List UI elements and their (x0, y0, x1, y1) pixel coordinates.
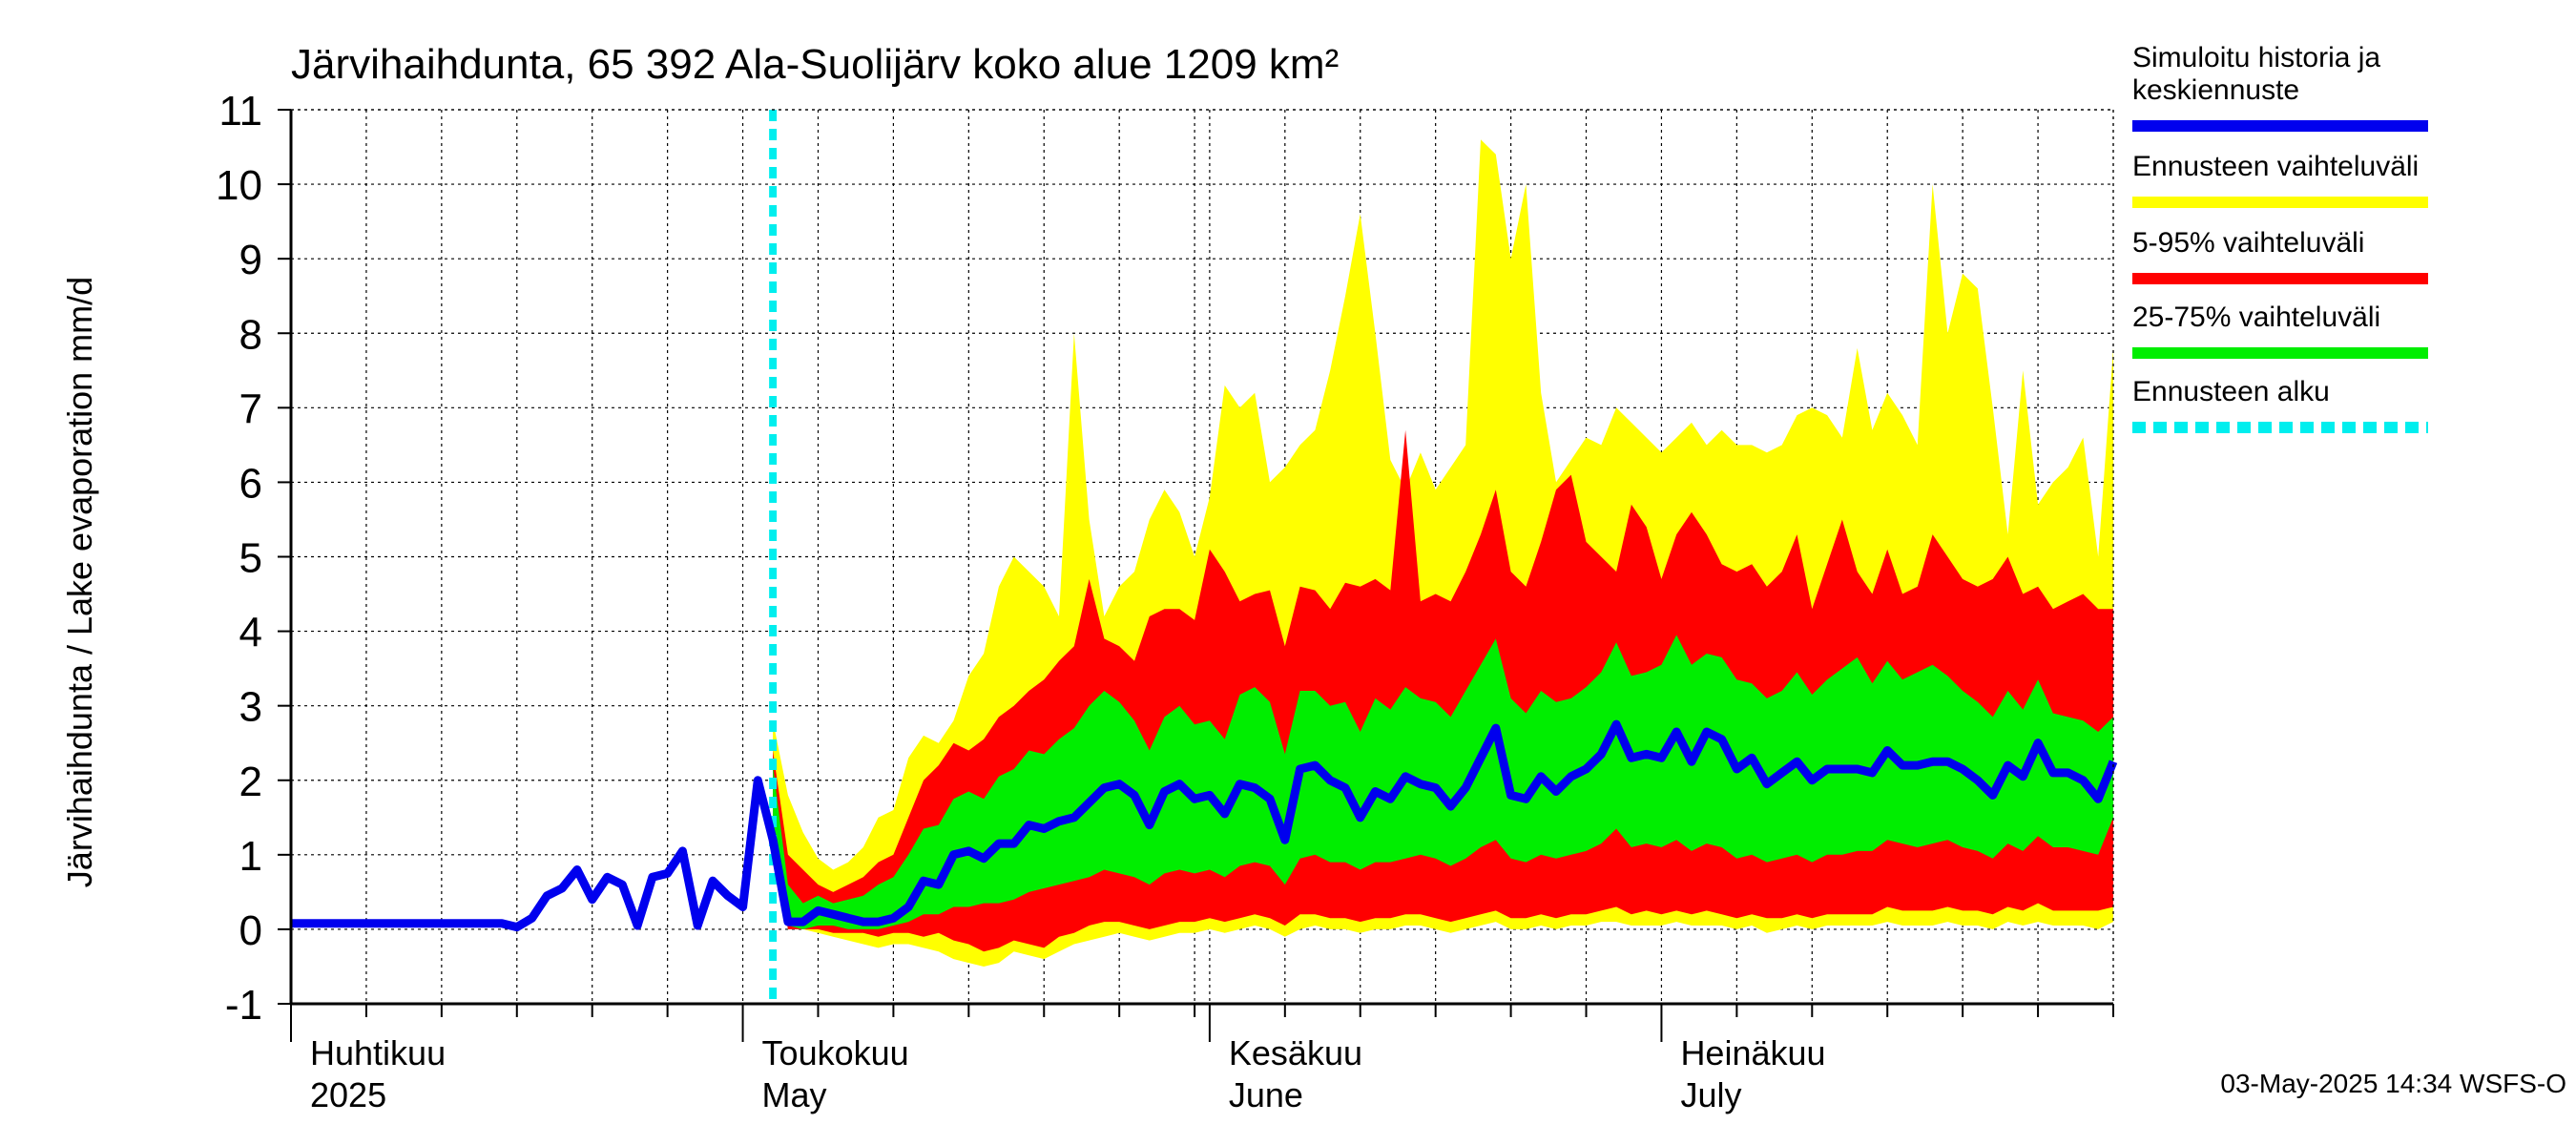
month-label: Huhtikuu (310, 1033, 446, 1072)
y-tick-label: 0 (239, 907, 262, 954)
legend-label: 5-95% vaihteluväli (2132, 227, 2364, 259)
y-tick-label: 6 (239, 460, 262, 507)
y-tick-label: -1 (225, 982, 262, 1029)
month-label-en: June (1229, 1075, 1303, 1114)
legend-label: keskiennuste (2132, 74, 2299, 106)
month-label-en: May (762, 1075, 827, 1114)
y-tick-label: 11 (218, 88, 262, 135)
y-tick-label: 2 (239, 759, 262, 805)
median-line (291, 719, 2118, 932)
month-label: Kesäkuu (1229, 1033, 1362, 1072)
month-label-en: July (1680, 1075, 1741, 1114)
band-25-75 (773, 635, 2113, 929)
chart-title: Järvihaihdunta, 65 392 Ala-Suolijärv kok… (291, 41, 1339, 88)
y-tick-label: 4 (239, 610, 262, 656)
legend-label: Ennusteen alku (2132, 376, 2330, 407)
timestamp: 03-May-2025 14:34 WSFS-O (2220, 1069, 2566, 1098)
y-tick-label: 1 (239, 833, 262, 880)
legend-label: Ennusteen vaihteluväli (2132, 151, 2419, 182)
y-tick-label: 10 (216, 162, 262, 209)
y-tick-label: 3 (239, 684, 262, 731)
y-tick-label: 9 (239, 237, 262, 283)
legend-label: 25-75% vaihteluväli (2132, 302, 2380, 333)
series-lines (291, 110, 2118, 1004)
month-label: Toukokuu (762, 1033, 909, 1072)
y-tick-label: 5 (239, 535, 262, 582)
y-axis-label: Järvihaihdunta / Lake evaporation mm/d (60, 277, 99, 887)
legend-label: Simuloitu historia ja (2132, 42, 2380, 73)
forecast-bands (773, 139, 2113, 967)
month-label-en: 2025 (310, 1075, 386, 1114)
month-label: Heinäkuu (1680, 1033, 1825, 1072)
y-tick-label: 8 (239, 311, 262, 358)
y-tick-label: 7 (239, 385, 262, 432)
